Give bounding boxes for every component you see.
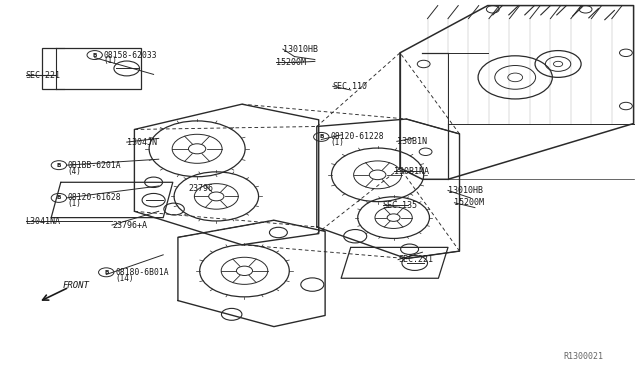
Text: 08120-61228: 08120-61228 <box>330 132 384 141</box>
Text: SEC.135: SEC.135 <box>383 201 418 210</box>
Text: SEC.221: SEC.221 <box>26 71 61 80</box>
Text: 08180-6B01A: 08180-6B01A <box>115 268 169 277</box>
Text: 130B1N: 130B1N <box>397 137 427 146</box>
Text: 13010HB: 13010HB <box>448 186 483 195</box>
Text: (1): (1) <box>104 56 118 65</box>
Text: 08120-61628: 08120-61628 <box>68 193 122 202</box>
Text: SEC.110: SEC.110 <box>333 82 368 91</box>
Text: 13010HB: 13010HB <box>283 45 318 54</box>
Text: 130B1NA: 130B1NA <box>394 167 429 176</box>
Text: (1): (1) <box>330 138 344 147</box>
Text: 23796+A: 23796+A <box>112 221 147 230</box>
Text: B: B <box>104 270 108 275</box>
Text: B: B <box>319 134 323 140</box>
Text: FRONT: FRONT <box>63 281 90 290</box>
Text: B: B <box>93 52 97 58</box>
Text: 0B1BB-6201A: 0B1BB-6201A <box>68 161 122 170</box>
Text: R1300021: R1300021 <box>563 352 604 361</box>
Text: B: B <box>57 195 61 201</box>
Text: (1): (1) <box>68 199 82 208</box>
Text: 23796: 23796 <box>189 185 214 193</box>
Text: (14): (14) <box>115 274 134 283</box>
Text: 08158-62033: 08158-62033 <box>104 51 157 60</box>
Text: 15200M: 15200M <box>276 58 307 67</box>
Text: 1304JN: 1304JN <box>127 138 157 147</box>
Text: (4): (4) <box>68 167 82 176</box>
Text: B: B <box>57 163 61 168</box>
Text: 15200M: 15200M <box>454 198 484 207</box>
Bar <box>42 48 141 89</box>
Text: L3041NA: L3041NA <box>26 217 61 226</box>
Text: SEC.221: SEC.221 <box>398 255 433 264</box>
